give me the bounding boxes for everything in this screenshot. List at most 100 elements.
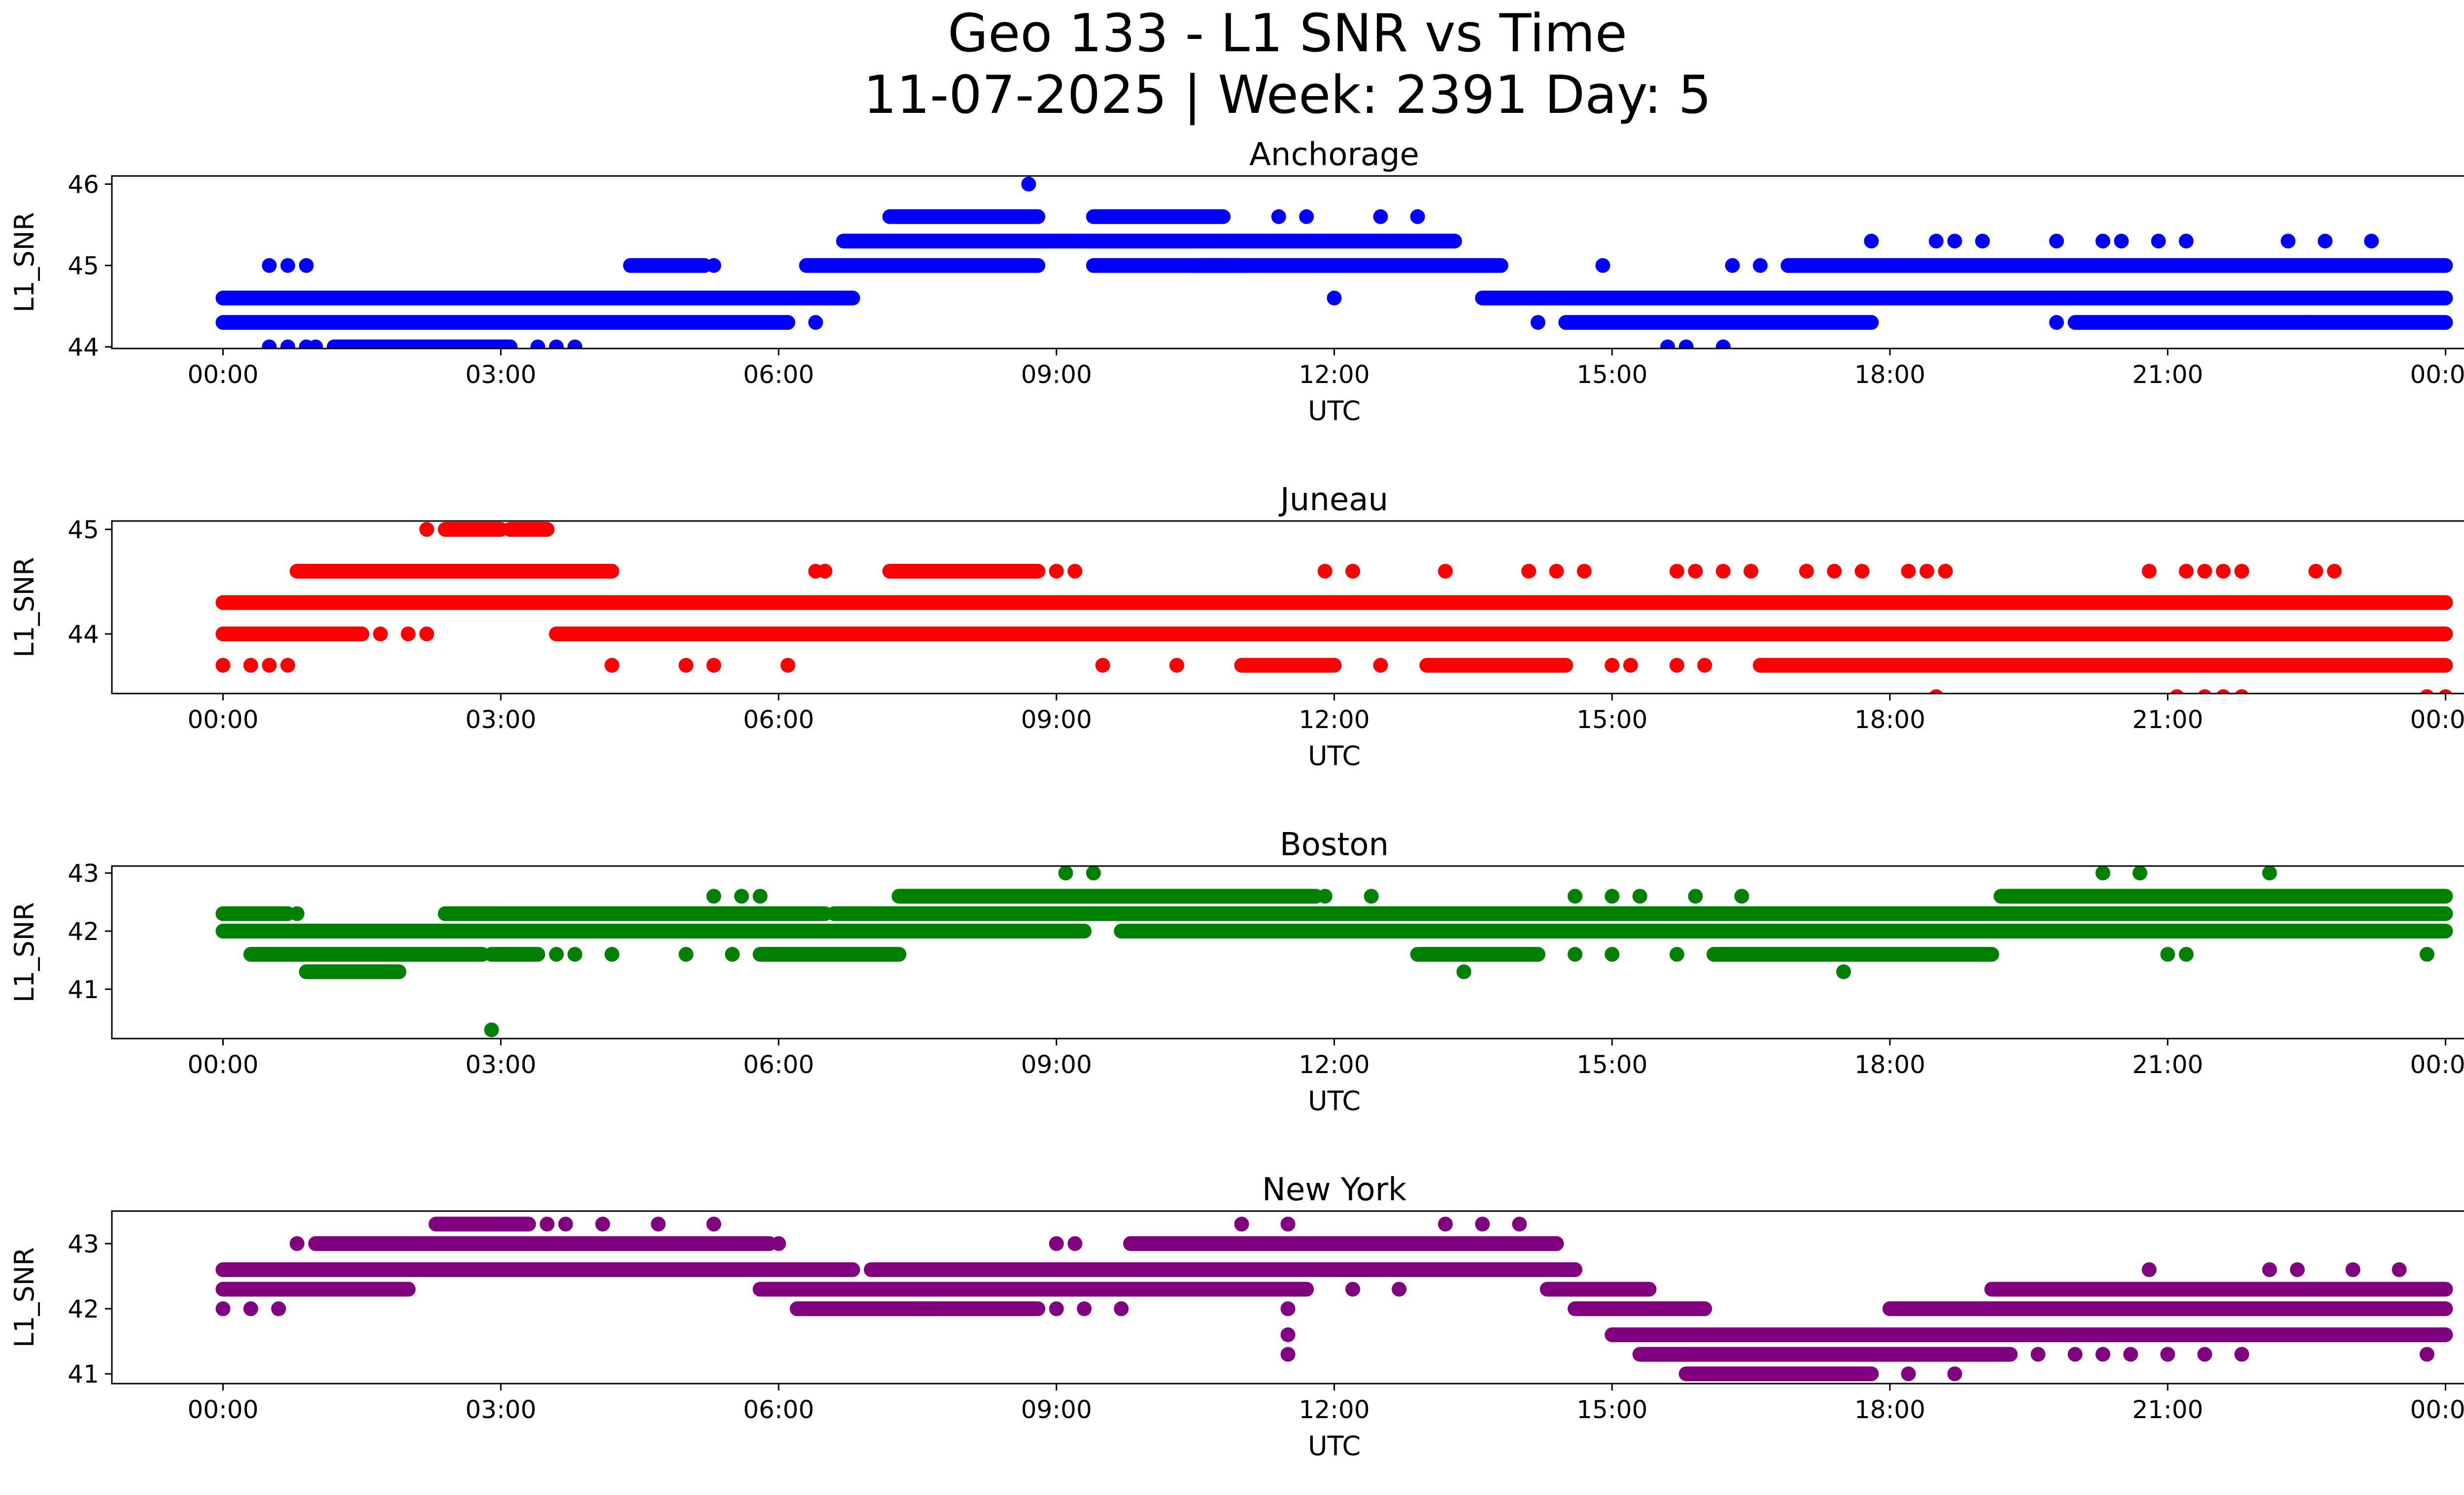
anchorage-data-point <box>984 209 999 224</box>
juneau-data-point <box>1919 563 1935 579</box>
anchorage-data-point <box>1114 209 1129 224</box>
anchorage-data-point <box>2318 234 2333 249</box>
x-tick-label: 15:00 <box>1576 1050 1647 1079</box>
new-york-data-point <box>1947 1366 1962 1382</box>
new-york-data-point <box>1234 1217 1249 1232</box>
boston-data-point <box>1734 889 1749 904</box>
x-tick-label: 00:00 <box>187 1395 258 1424</box>
juneau-data-point <box>1669 658 1684 673</box>
juneau-data-point <box>1549 563 1564 579</box>
boston-data-point <box>725 947 740 962</box>
new-york-data-point <box>2095 1347 2111 1362</box>
boston-data-point <box>753 889 768 904</box>
new-york-data-point <box>1438 1217 1453 1232</box>
boston-data-point <box>1058 866 1073 881</box>
juneau-data-point <box>1049 563 1064 579</box>
x-tick-label: 15:00 <box>1576 1395 1647 1424</box>
boston-data-point <box>1086 866 1101 881</box>
anchorage-data-point <box>1373 209 1388 224</box>
juneau-data-point <box>262 658 277 673</box>
x-tick-label: 18:00 <box>1854 1050 1925 1079</box>
anchorage-data-point <box>308 339 323 348</box>
juneau-data-point <box>1345 563 1361 579</box>
juneau-data-point <box>706 658 721 673</box>
anchorage-data-point <box>1864 234 1879 249</box>
juneau-data-point <box>1688 563 1703 579</box>
boston-data-point <box>2179 947 2194 962</box>
y-axis-label: L1_SNR <box>9 212 40 313</box>
x-tick-label: 03:00 <box>465 705 536 734</box>
subplot-juneau: Juneau 00:00 03:00 06:00 09:00 12:00 15:00 18:0… <box>9 482 2464 771</box>
x-axis-label: UTC <box>1308 1430 1361 1461</box>
x-tick-label: 00:00 <box>2410 360 2464 389</box>
anchorage-data-point <box>1530 315 1545 330</box>
anchorage-data-point <box>1947 234 1962 249</box>
y-tick-label: 42 <box>68 917 99 946</box>
x-tick-label: 21:00 <box>2132 1050 2203 1079</box>
anchorage-data-point <box>262 258 277 273</box>
new-york-data-point <box>2345 1262 2361 1277</box>
boston-data-point <box>567 947 582 962</box>
juneau-data-point <box>2235 689 2249 694</box>
juneau-data-point <box>1901 563 1916 579</box>
new-york-data-point <box>1280 1217 1296 1232</box>
anchorage-data-point <box>2364 234 2379 249</box>
boston-data-point <box>2160 947 2175 962</box>
juneau-data-point <box>1169 658 1185 673</box>
juneau-data-point <box>2179 563 2194 579</box>
new-york-data-point <box>1049 1301 1064 1317</box>
x-tick-label: 21:00 <box>2132 1395 2203 1424</box>
anchorage-data-point <box>1021 176 1036 192</box>
new-york-data-point <box>1280 1301 1296 1317</box>
juneau-data-point <box>2170 689 2184 694</box>
juneau-data-point <box>604 658 619 673</box>
juneau-data-point <box>215 658 231 673</box>
y-tick-label: 42 <box>68 1295 99 1323</box>
boston-data-point <box>1568 947 1583 962</box>
anchorage-data-point <box>1928 234 1944 249</box>
anchorage-series <box>215 176 2453 348</box>
boston-data-point <box>1836 964 1851 979</box>
new-york-data-point <box>2030 1347 2046 1362</box>
boston-data-point <box>679 947 694 962</box>
new-york-data-point <box>558 1217 573 1232</box>
y-tick-label: 44 <box>68 333 99 362</box>
anchorage-data-point <box>1678 339 1694 348</box>
anchorage-data-point <box>1271 209 1286 224</box>
new-york-data-point <box>1114 1301 1129 1317</box>
new-york-data-point <box>2290 1262 2305 1277</box>
subplot-title: Juneau <box>1278 482 1388 518</box>
anchorage-data-point <box>280 339 296 348</box>
x-tick-label: 03:00 <box>465 360 536 389</box>
y-tick-label: 44 <box>68 620 99 649</box>
anchorage-data-point <box>280 258 296 273</box>
boston-data-point <box>1669 947 1684 962</box>
new-york-data-point <box>1392 1282 1407 1297</box>
juneau-data-point <box>280 658 296 673</box>
anchorage-data-point <box>2049 315 2064 330</box>
anchorage-data-point <box>1715 339 1731 348</box>
x-tick-label: 03:00 <box>465 1395 536 1424</box>
new-york-data-point <box>595 1217 610 1232</box>
x-tick-label: 03:00 <box>465 1050 536 1079</box>
new-york-data-point <box>289 1236 305 1252</box>
anchorage-data-point <box>2114 234 2129 249</box>
juneau-data-point <box>2438 595 2453 610</box>
x-tick-label: 21:00 <box>2132 705 2203 734</box>
anchorage-data-point <box>299 258 314 273</box>
new-york-data-point <box>271 1301 286 1317</box>
new-york-data-point <box>2142 1262 2157 1277</box>
juneau-series <box>215 522 2453 694</box>
juneau-data-point <box>1521 563 1537 579</box>
juneau-data-point <box>401 626 416 642</box>
x-tick-label: 06:00 <box>743 360 814 389</box>
y-tick-label: 41 <box>68 1360 99 1389</box>
new-york-data-point <box>1077 1301 1092 1317</box>
x-tick-label: 09:00 <box>1021 705 1092 734</box>
new-york-data-point <box>1345 1282 1361 1297</box>
juneau-data-point <box>1697 658 1712 673</box>
y-axis-label: L1_SNR <box>9 1247 40 1348</box>
new-york-data-point <box>540 1217 555 1232</box>
x-tick-label: 09:00 <box>1021 1050 1092 1079</box>
x-tick-label: 06:00 <box>743 1395 814 1424</box>
